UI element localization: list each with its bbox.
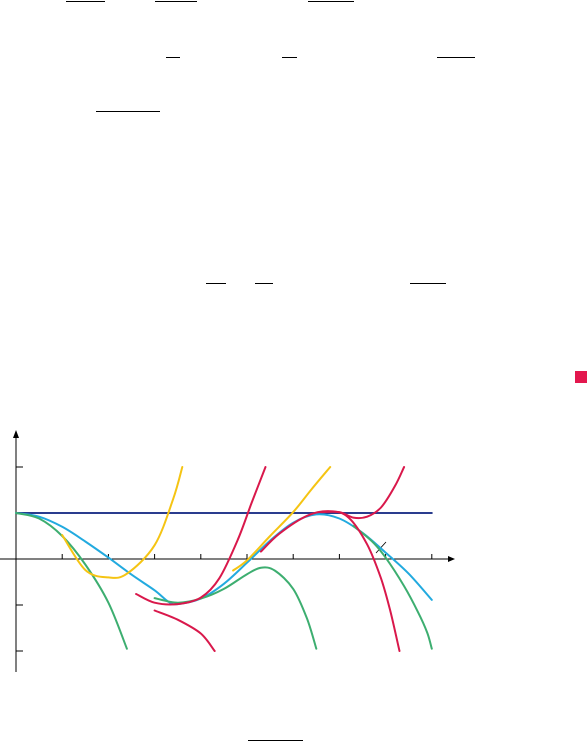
- curves: [15, 466, 433, 652]
- y-axis-arrow: [13, 430, 19, 438]
- fraction-bar: [308, 1, 354, 2]
- curve-6: [232, 466, 332, 572]
- curve-7: [135, 466, 267, 606]
- fraction-bar: [282, 57, 297, 58]
- fraction-bar: [155, 1, 197, 2]
- curve-10: [319, 466, 406, 520]
- fraction-bar: [206, 283, 226, 284]
- fraction-bar: [437, 57, 475, 58]
- curve-9: [259, 510, 401, 652]
- x-axis-arrow: [448, 556, 455, 562]
- fraction-bar: [166, 57, 180, 58]
- fraction-bar: [255, 283, 273, 284]
- fraction-bar: [410, 283, 446, 284]
- fraction-bar: [248, 740, 303, 741]
- axes: [0, 430, 455, 672]
- curve-8: [153, 609, 216, 652]
- curve-5: [61, 466, 184, 579]
- fraction-bar: [66, 1, 105, 2]
- section-marker: [575, 371, 587, 383]
- curve-2: [15, 512, 128, 650]
- curve-4: [352, 524, 433, 650]
- curve-3: [153, 566, 318, 650]
- fraction-bar: [96, 111, 160, 112]
